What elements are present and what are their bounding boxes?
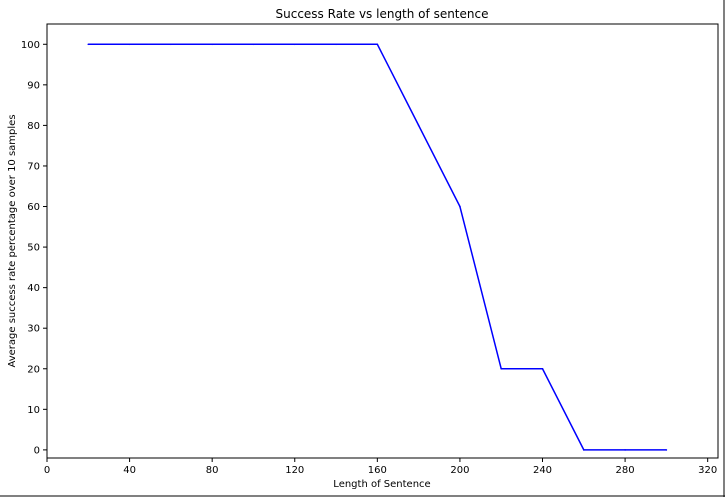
y-tick-label: 0	[34, 445, 40, 456]
x-tick-label: 280	[616, 465, 635, 476]
data-point	[583, 449, 585, 451]
x-tick-label: 120	[285, 465, 304, 476]
data-point	[459, 205, 461, 208]
data-point	[128, 43, 131, 46]
data-point	[500, 367, 503, 370]
series-layer	[87, 43, 668, 451]
y-tick-label: 40	[27, 283, 40, 294]
y-tick-label: 50	[27, 243, 40, 254]
y-tick-label: 100	[21, 40, 40, 51]
data-point	[376, 43, 379, 46]
data-point	[87, 43, 90, 46]
y-tick-label: 90	[27, 80, 40, 91]
data-point	[335, 43, 337, 46]
x-tick-label: 40	[123, 465, 136, 476]
x-axis: 0 40 80 120 160 200 240 280 320	[44, 458, 717, 476]
plot-area: 0 40 80 120 160 200 240 280 320 0 10 20 30 40 50 60 70 8…	[21, 23, 719, 476]
y-axis: 0 10 20 30 40 50 60 70 80 90 100	[21, 40, 47, 456]
y-tick-label: 30	[27, 324, 40, 335]
x-tick-label: 0	[44, 465, 50, 476]
x-tick-label: 240	[533, 465, 552, 476]
data-point	[624, 449, 626, 451]
x-tick-label: 160	[368, 465, 387, 476]
data-point	[417, 124, 420, 127]
chart-title: Success Rate vs length of sentence	[276, 7, 489, 21]
data-point	[211, 43, 213, 46]
data-point	[252, 43, 255, 46]
y-tick-label: 80	[27, 121, 40, 132]
x-tick-label: 320	[698, 465, 717, 476]
data-point	[170, 43, 172, 46]
x-axis-title: Length of Sentence	[333, 479, 430, 490]
y-tick-label: 70	[27, 161, 40, 172]
data-point	[665, 449, 668, 451]
data-point	[541, 367, 544, 370]
y-axis-title: Average success rate percentage over 10 …	[7, 114, 18, 367]
y-tick-label: 60	[27, 202, 40, 213]
plot-frame	[46, 23, 719, 459]
y-tick-label: 20	[27, 364, 40, 375]
y-tick-label: 10	[27, 405, 40, 416]
data-point	[293, 43, 296, 46]
x-tick-label: 80	[206, 465, 219, 476]
x-tick-label: 200	[450, 465, 469, 476]
